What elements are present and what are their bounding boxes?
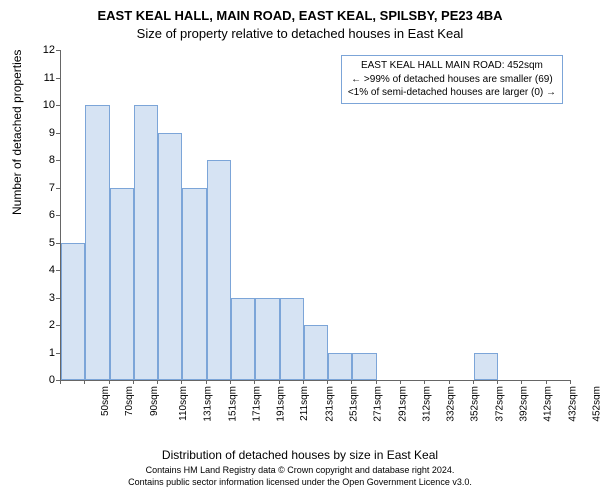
footer-line1: Contains HM Land Registry data © Crown c… [0,465,600,477]
x-tick [424,380,425,384]
annotation-line3: <1% of semi-detached houses are larger (… [348,86,556,100]
y-tick [56,50,60,51]
x-tick-label: 352sqm [470,386,481,422]
y-tick-label: 4 [49,264,55,276]
x-tick [181,380,182,384]
y-tick-label: 10 [43,99,55,111]
x-tick [60,380,61,384]
x-tick [230,380,231,384]
histogram-bar [207,160,231,380]
x-tick-label: 332sqm [446,386,457,422]
x-tick-label: 392sqm [519,386,530,422]
histogram-bar [158,133,182,381]
footer-line2: Contains public sector information licen… [0,477,600,489]
annotation-box: EAST KEAL HALL MAIN ROAD: 452sqm ← >99% … [341,55,563,104]
x-tick [400,380,401,384]
x-tick-label: 372sqm [494,386,505,422]
histogram-bar [474,353,498,381]
x-tick-label: 131sqm [203,386,214,422]
y-tick [56,243,60,244]
y-tick [56,188,60,189]
histogram-bar [134,105,158,380]
chart-title-line1: EAST KEAL HALL, MAIN ROAD, EAST KEAL, SP… [0,8,600,23]
y-tick [56,160,60,161]
y-tick-label: 11 [44,72,55,84]
x-tick-label: 291sqm [397,386,408,422]
histogram-bar [280,298,304,381]
y-tick [56,215,60,216]
y-tick [56,270,60,271]
histogram-bar [231,298,255,381]
x-tick [351,380,352,384]
x-tick [570,380,571,384]
x-tick [84,380,85,384]
x-tick [303,380,304,384]
histogram-bar [328,353,352,381]
histogram-bar [85,105,109,380]
x-tick [279,380,280,384]
y-tick [56,325,60,326]
x-tick-label: 231sqm [324,386,335,422]
x-tick-label: 211sqm [299,386,310,421]
plot-area: EAST KEAL HALL MAIN ROAD: 452sqm ← >99% … [60,50,571,381]
y-tick-label: 0 [49,374,55,386]
histogram-bar [352,353,376,381]
x-tick-label: 251sqm [349,386,360,422]
y-tick-label: 9 [49,127,55,139]
x-tick [376,380,377,384]
x-tick-label: 151sqm [227,386,238,422]
x-tick-label: 191sqm [276,386,287,422]
x-tick-label: 412sqm [543,386,554,422]
x-tick [133,380,134,384]
annotation-line2: ← >99% of detached houses are smaller (6… [348,73,556,87]
y-tick [56,298,60,299]
x-tick-label: 90sqm [149,386,160,416]
x-tick-label: 312sqm [421,386,432,422]
x-tick-label: 110sqm [178,386,189,421]
y-tick-label: 12 [43,44,55,56]
x-tick-label: 271sqm [373,386,384,422]
histogram-bar [304,325,328,380]
x-tick [206,380,207,384]
x-tick [157,380,158,384]
y-tick-label: 8 [49,154,55,166]
histogram-bar [110,188,134,381]
annotation-line1: EAST KEAL HALL MAIN ROAD: 452sqm [348,59,556,73]
x-tick-label: 50sqm [100,386,111,416]
chart-container: EAST KEAL HALL, MAIN ROAD, EAST KEAL, SP… [0,0,600,500]
x-tick [546,380,547,384]
y-tick [56,133,60,134]
x-tick-label: 452sqm [591,386,600,422]
y-tick-label: 6 [49,209,55,221]
x-tick [254,380,255,384]
x-tick [473,380,474,384]
y-tick [56,78,60,79]
y-tick-label: 5 [49,237,55,249]
x-tick [109,380,110,384]
histogram-bar [182,188,206,381]
x-tick [449,380,450,384]
x-tick [521,380,522,384]
x-tick [497,380,498,384]
y-tick [56,353,60,354]
x-tick-label: 171sqm [251,386,262,422]
y-axis-label: Number of detached properties [10,50,24,215]
x-tick-label: 432sqm [567,386,578,422]
histogram-bar [255,298,279,381]
x-tick [327,380,328,384]
footer-text: Contains HM Land Registry data © Crown c… [0,465,600,488]
y-tick-label: 1 [49,347,55,359]
y-tick [56,105,60,106]
histogram-bar [61,243,85,381]
y-tick-label: 2 [49,319,55,331]
x-axis-label: Distribution of detached houses by size … [0,448,600,462]
chart-title-line2: Size of property relative to detached ho… [0,26,600,41]
y-tick-label: 3 [49,292,55,304]
x-tick-label: 70sqm [124,386,135,416]
y-tick-label: 7 [49,182,55,194]
